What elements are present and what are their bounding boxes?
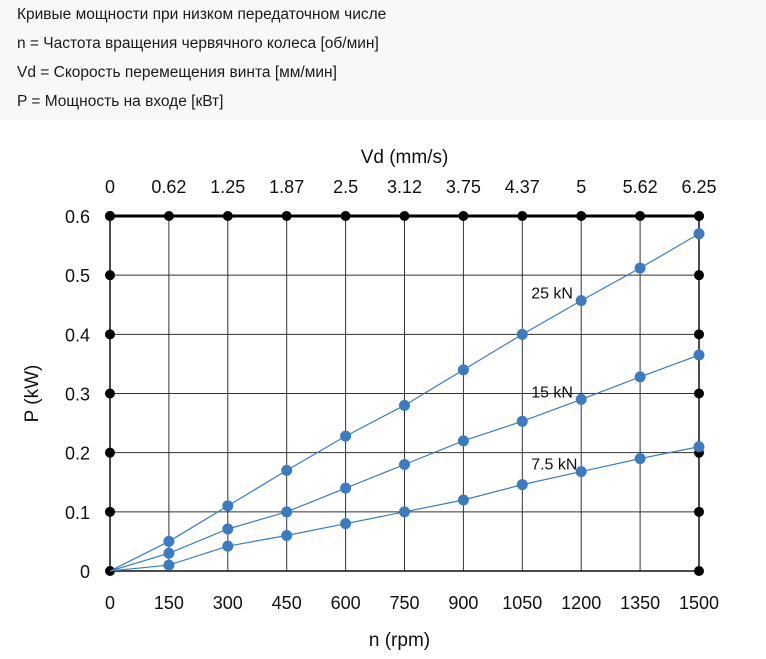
- x-tick-label: 600: [331, 593, 361, 613]
- data-point: [634, 371, 646, 383]
- data-point: [281, 530, 293, 541]
- data-point: [281, 506, 293, 518]
- top-axis-marker: [281, 211, 292, 221]
- right-axis-marker: [694, 270, 704, 281]
- data-point: [575, 466, 587, 478]
- data-point: [399, 399, 410, 411]
- data-point: [516, 415, 528, 427]
- x2-tick-label: 1.87: [269, 177, 304, 197]
- x-tick-label: 300: [213, 593, 243, 613]
- y-tick-label: 0.4: [65, 325, 90, 345]
- x-tick-label: 1050: [502, 593, 542, 613]
- data-point: [516, 479, 528, 491]
- right-axis-marker: [694, 211, 704, 221]
- x-tick-label: 450: [272, 593, 302, 613]
- caption-title: Кривые мощности при низком передаточном …: [17, 6, 387, 23]
- y-tick-label: 0: [80, 562, 90, 582]
- data-point: [281, 464, 293, 476]
- y-tick-label: 0.5: [65, 266, 90, 286]
- y-tick-label: 0.3: [65, 385, 90, 405]
- x-axis-title: n (rpm): [369, 630, 430, 651]
- right-axis-marker: [694, 388, 704, 399]
- data-point: [399, 506, 410, 518]
- data-point: [457, 364, 469, 376]
- top-axis-marker: [635, 211, 646, 221]
- x2-axis-title: Vd (mm/s): [361, 147, 449, 168]
- caption-vd-definition: Vd = Скорость перемещения винта [мм/мин]: [17, 64, 337, 81]
- x-tick-label: 750: [389, 593, 419, 613]
- data-point: [693, 349, 705, 361]
- data-point: [634, 453, 646, 465]
- data-point: [222, 500, 234, 512]
- x2-tick-label: 2.5: [333, 177, 358, 197]
- data-point: [163, 547, 175, 559]
- x-tick-label: 0: [105, 593, 115, 613]
- series-label: 7.5 kN: [531, 457, 577, 474]
- data-point: [340, 430, 352, 442]
- x2-tick-label: 4.37: [505, 177, 540, 197]
- right-axis-marker: [694, 506, 704, 517]
- top-axis-marker: [458, 211, 469, 221]
- x2-tick-label: 0.62: [151, 177, 186, 197]
- left-axis-marker: [105, 506, 115, 517]
- data-point: [575, 393, 587, 405]
- y-tick-label: 0.2: [65, 444, 90, 464]
- x2-tick-label: 5: [576, 177, 586, 197]
- x-tick-label: 1200: [561, 593, 601, 613]
- series-label: 25 kN: [531, 286, 573, 303]
- top-axis-marker: [399, 211, 410, 221]
- series-label: 15 kN: [531, 384, 573, 401]
- left-axis-marker: [105, 388, 115, 399]
- x-tick-label: 1350: [620, 593, 660, 613]
- data-point: [163, 535, 175, 547]
- x2-tick-label: 5.62: [623, 177, 658, 197]
- x2-tick-label: 0: [105, 177, 115, 197]
- data-point: [340, 518, 352, 530]
- top-axis-marker: [222, 211, 233, 221]
- y-tick-label: 0.1: [65, 503, 90, 523]
- data-point: [222, 523, 234, 535]
- top-axis-marker: [517, 211, 528, 221]
- x2-tick-label: 6.25: [681, 177, 716, 197]
- x2-tick-label: 1.25: [210, 177, 245, 197]
- x-tick-label: 1500: [679, 593, 719, 613]
- x2-tick-label: 3.75: [446, 177, 481, 197]
- top-axis-marker: [576, 211, 587, 221]
- data-point: [457, 494, 469, 506]
- caption-n-definition: n = Частота вращения червячного колеса […: [17, 35, 379, 52]
- x-tick-label: 900: [448, 593, 478, 613]
- top-axis-marker: [340, 211, 351, 221]
- data-point: [163, 559, 175, 571]
- data-point: [693, 441, 705, 453]
- left-axis-marker: [105, 270, 115, 281]
- chart-caption: Кривые мощности при низком передаточном …: [0, 0, 766, 120]
- data-point: [693, 228, 705, 240]
- data-point: [222, 540, 234, 552]
- top-axis-marker: [163, 211, 174, 221]
- right-axis-marker: [694, 329, 704, 340]
- data-point: [457, 435, 469, 447]
- left-axis-marker: [105, 329, 115, 340]
- data-point: [340, 482, 352, 494]
- left-axis-marker: [105, 447, 115, 458]
- caption-p-definition: P = Мощность на входе [кВт]: [17, 93, 224, 110]
- data-point: [516, 328, 528, 340]
- y-tick-label: 0.6: [65, 207, 90, 227]
- x-tick-label: 150: [154, 593, 184, 613]
- data-point: [399, 459, 410, 470]
- y-axis-title: P (kW): [22, 365, 43, 423]
- left-axis-marker: [105, 211, 115, 221]
- right-axis-marker: [694, 566, 704, 576]
- data-point: [634, 262, 646, 274]
- x2-tick-label: 3.12: [387, 177, 422, 197]
- data-point: [575, 295, 587, 307]
